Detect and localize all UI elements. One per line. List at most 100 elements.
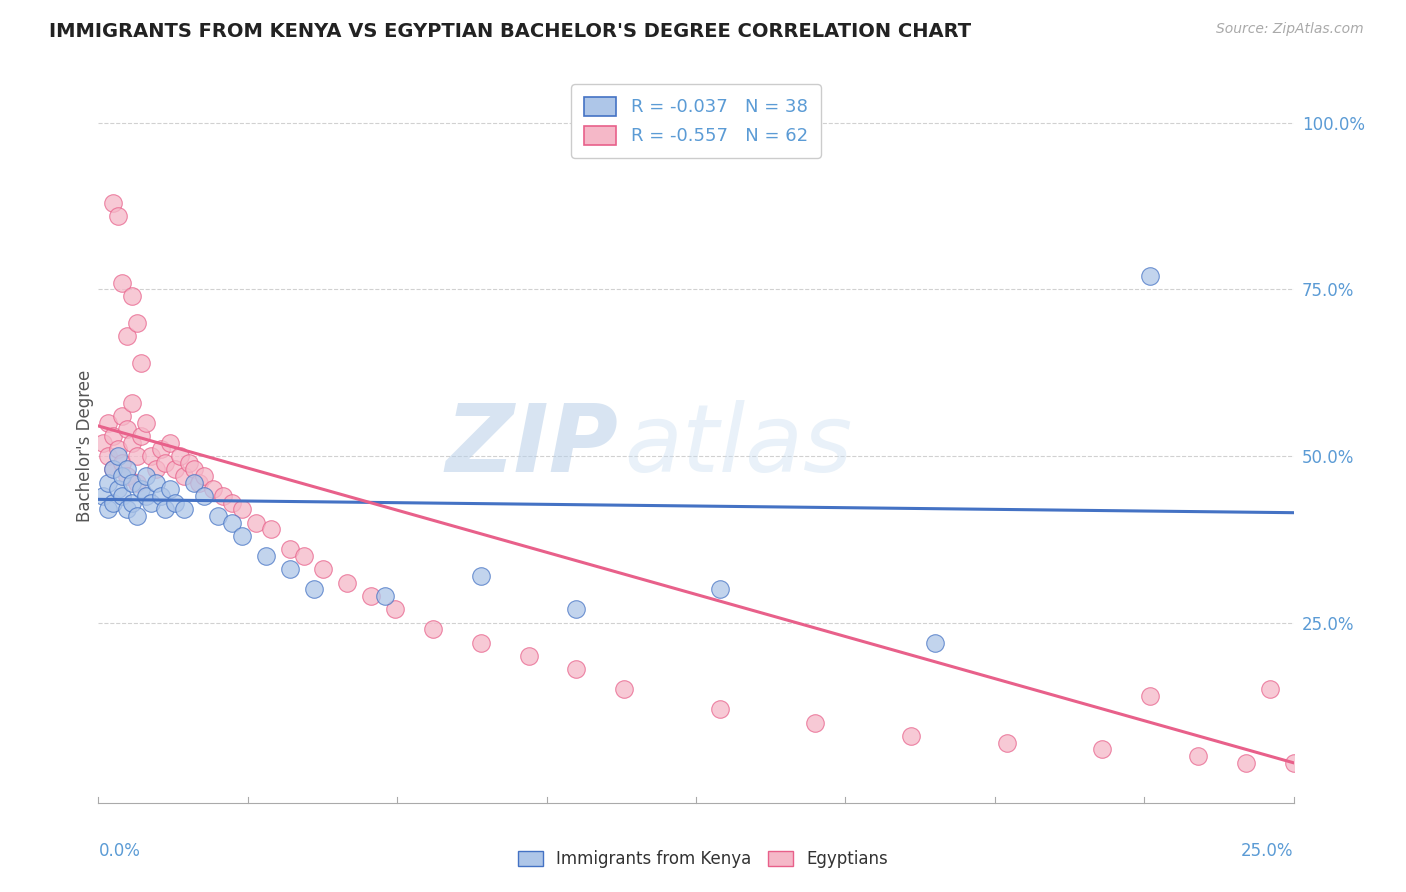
Point <box>159 435 181 450</box>
Point <box>101 496 124 510</box>
Point <box>384 602 406 616</box>
Text: atlas: atlas <box>624 401 852 491</box>
Point <box>179 456 201 470</box>
Point <box>97 416 120 430</box>
Point <box>155 502 177 516</box>
Point <box>107 449 129 463</box>
Point <box>107 483 129 497</box>
Point <box>163 462 186 476</box>
Point <box>155 456 177 470</box>
Point <box>1282 756 1305 770</box>
Text: 0.0%: 0.0% <box>98 842 141 860</box>
Point <box>131 356 153 370</box>
Point <box>422 623 444 637</box>
Point <box>101 429 124 443</box>
Point <box>121 395 143 409</box>
Point <box>111 456 134 470</box>
Point <box>245 516 267 530</box>
Point <box>115 502 138 516</box>
Point <box>145 475 167 490</box>
Point <box>1139 268 1161 283</box>
Point <box>302 582 325 597</box>
Point <box>121 475 143 490</box>
Point <box>804 715 827 730</box>
Point <box>259 522 281 536</box>
Point <box>97 502 120 516</box>
Point <box>91 435 114 450</box>
Point <box>107 442 129 457</box>
Point <box>470 569 492 583</box>
Legend: Immigrants from Kenya, Egyptians: Immigrants from Kenya, Egyptians <box>512 844 894 875</box>
Y-axis label: Bachelor's Degree: Bachelor's Degree <box>76 370 94 522</box>
Point <box>135 489 157 503</box>
Point <box>139 496 162 510</box>
Point <box>187 475 209 490</box>
Point <box>565 602 588 616</box>
Point <box>1258 682 1281 697</box>
Text: 25.0%: 25.0% <box>1241 842 1294 860</box>
Point <box>193 489 215 503</box>
Point <box>1234 756 1257 770</box>
Point <box>111 276 134 290</box>
Point <box>221 516 243 530</box>
Point <box>193 469 215 483</box>
Point <box>292 549 315 563</box>
Point <box>900 729 922 743</box>
Text: ZIP: ZIP <box>446 400 619 492</box>
Point <box>1139 689 1161 703</box>
Point <box>1187 749 1209 764</box>
Point <box>709 702 731 716</box>
Point <box>121 289 143 303</box>
Point <box>145 462 167 476</box>
Point <box>135 416 157 430</box>
Point <box>115 422 138 436</box>
Point <box>125 509 148 524</box>
Point <box>254 549 277 563</box>
Point <box>115 329 138 343</box>
Legend: R = -0.037   N = 38, R = -0.557   N = 62: R = -0.037 N = 38, R = -0.557 N = 62 <box>571 84 821 158</box>
Point <box>709 582 731 597</box>
Point <box>924 636 946 650</box>
Point <box>163 496 186 510</box>
Point <box>125 316 148 330</box>
Point <box>995 736 1018 750</box>
Text: IMMIGRANTS FROM KENYA VS EGYPTIAN BACHELOR'S DEGREE CORRELATION CHART: IMMIGRANTS FROM KENYA VS EGYPTIAN BACHEL… <box>49 22 972 41</box>
Text: Source: ZipAtlas.com: Source: ZipAtlas.com <box>1216 22 1364 37</box>
Point <box>101 462 124 476</box>
Point <box>107 209 129 223</box>
Point <box>135 469 157 483</box>
Point <box>173 502 195 516</box>
Point <box>115 462 138 476</box>
Point <box>139 449 162 463</box>
Point <box>1091 742 1114 756</box>
Point <box>470 636 492 650</box>
Point <box>91 489 114 503</box>
Point <box>121 496 143 510</box>
Point <box>131 429 153 443</box>
Point <box>115 469 138 483</box>
Point <box>149 489 172 503</box>
Point <box>336 575 359 590</box>
Point <box>613 682 636 697</box>
Point <box>169 449 191 463</box>
Point <box>131 483 153 497</box>
Point <box>312 562 335 576</box>
Point <box>374 589 396 603</box>
Point <box>231 502 253 516</box>
Point <box>360 589 382 603</box>
Point <box>97 475 120 490</box>
Point <box>565 662 588 676</box>
Point <box>159 483 181 497</box>
Point <box>101 462 124 476</box>
Point <box>97 449 120 463</box>
Point <box>101 195 124 210</box>
Point <box>278 562 301 576</box>
Point <box>517 649 540 664</box>
Point <box>202 483 225 497</box>
Point <box>125 475 148 490</box>
Point <box>231 529 253 543</box>
Point <box>125 449 148 463</box>
Point <box>183 475 205 490</box>
Point <box>278 542 301 557</box>
Point <box>173 469 195 483</box>
